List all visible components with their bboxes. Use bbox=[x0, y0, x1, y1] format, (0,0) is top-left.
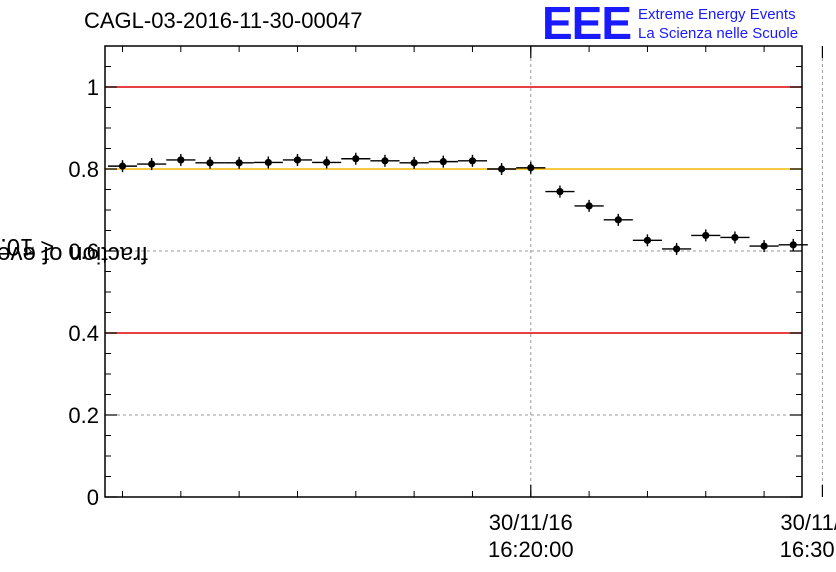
data-point bbox=[118, 162, 127, 170]
chart-title: CAGL-03-2016-11-30-00047 bbox=[84, 8, 363, 33]
y-axis-label-suffix: < 10.0 bbox=[0, 233, 55, 261]
data-point bbox=[556, 187, 564, 196]
logo-mark: EEE bbox=[542, 0, 632, 49]
data-point bbox=[498, 165, 506, 173]
eee-logo: EEE Extreme Energy Events La Scienza nel… bbox=[542, 0, 832, 49]
data-point bbox=[643, 236, 652, 244]
data-point bbox=[585, 202, 593, 210]
data-series bbox=[107, 152, 808, 255]
data-point bbox=[439, 158, 447, 166]
y-tick-label: 1 bbox=[87, 75, 99, 100]
logo-line-2: La Scienza nelle Scuole bbox=[638, 25, 799, 42]
data-point bbox=[381, 157, 389, 165]
data-point bbox=[293, 156, 302, 164]
data-point bbox=[177, 156, 185, 164]
tick-labels: 00.20.40.60.8130/11/1616:20:0030/11/1616… bbox=[68, 75, 836, 562]
data-point bbox=[148, 160, 156, 168]
data-point bbox=[789, 241, 797, 249]
plot-frame bbox=[104, 45, 803, 498]
gridlines bbox=[105, 46, 823, 498]
y-tick-label: 0.8 bbox=[68, 157, 99, 182]
y-tick-label: 0.2 bbox=[68, 403, 99, 428]
reference-lines bbox=[105, 86, 802, 334]
data-point bbox=[672, 245, 681, 253]
x-tick-label-date: 30/11/16 bbox=[489, 510, 573, 535]
data-point bbox=[410, 159, 418, 167]
data-point bbox=[760, 242, 768, 250]
data-point bbox=[527, 164, 535, 172]
data-point bbox=[702, 231, 710, 240]
data-point bbox=[235, 159, 243, 167]
y-tick-label: 0.4 bbox=[68, 321, 99, 346]
data-point bbox=[352, 155, 360, 163]
y-tick-label: 0 bbox=[87, 485, 99, 510]
data-point bbox=[731, 233, 739, 242]
axis-ticks bbox=[105, 45, 824, 498]
data-point bbox=[206, 159, 214, 167]
data-point bbox=[323, 158, 331, 167]
x-tick-label-time: 16:20:00 bbox=[488, 537, 574, 562]
data-point bbox=[468, 157, 477, 165]
logo-line-1: Extreme Energy Events bbox=[638, 6, 796, 23]
x-tick-label-time: 16:30:00 bbox=[780, 537, 836, 562]
x-tick-label-date: 30/11/16 bbox=[780, 510, 836, 535]
y-tick-label: 0.6 bbox=[68, 239, 99, 264]
data-point bbox=[614, 216, 622, 224]
data-point bbox=[264, 158, 272, 167]
